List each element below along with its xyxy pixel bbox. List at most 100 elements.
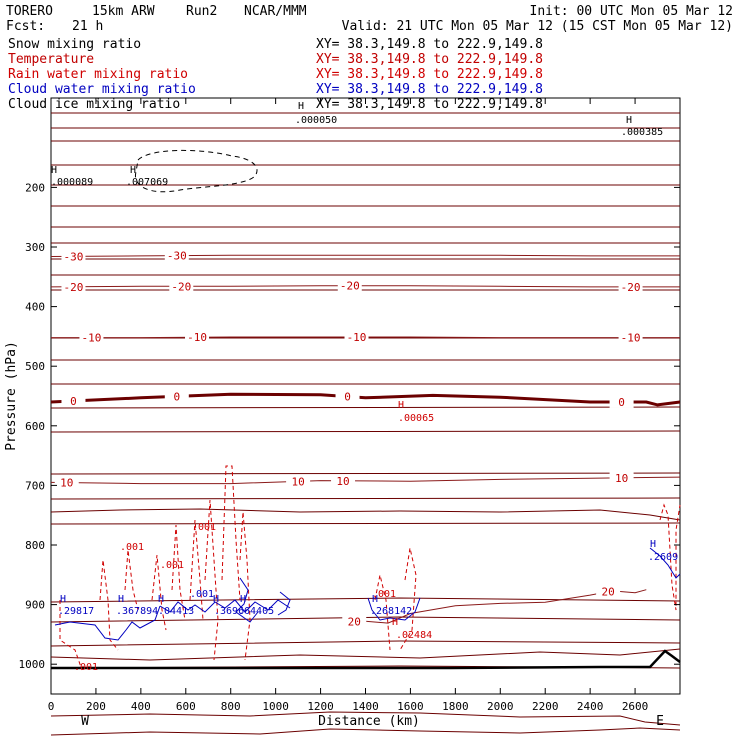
isotherm-label-bg — [79, 331, 104, 344]
chart-header: TORERO 15km ARW Run2 NCAR/MMM Init: 00 U… — [6, 4, 733, 34]
snow-max-value: .000385 — [621, 127, 663, 138]
x-tick-label: 0 — [48, 700, 55, 713]
isotherm-label-bg — [618, 331, 643, 344]
isotherm-line — [50, 254, 680, 257]
cloud-max-value: .29817 — [58, 606, 94, 617]
isotherm-label: -10 — [81, 332, 101, 345]
rain-water-labels: H .00065 .001 .001 .001 .001 .001 H .024… — [74, 400, 434, 673]
valid-time: Valid: 21 UTC Mon 05 Mar 12 (15 CST Mon … — [342, 19, 733, 34]
isotherm-label-bg — [54, 476, 79, 489]
x-tick-label: 200 — [86, 700, 106, 713]
x-tick-label: 400 — [131, 700, 151, 713]
isotherm-label-bg — [331, 474, 356, 487]
axes: 0 200 400 600 800 1000 1200 1400 1600 1800 2000 220… — [19, 98, 680, 713]
isotherm-label: -20 — [171, 280, 191, 293]
legend-cloud-water: Cloud water mixing ratio — [8, 82, 196, 97]
isotherm-label: 10 — [291, 475, 304, 488]
x-tick-label: 1200 — [307, 700, 334, 713]
isotherm-label: -30 — [167, 250, 187, 263]
isotherm-label: 0 — [70, 395, 77, 408]
cloud-water-labels: H .29817 H .367894 H .04413 .001 H .3696… — [58, 539, 678, 617]
cloud-high-marker: H — [372, 594, 378, 605]
isotherm-label-bg — [596, 585, 621, 598]
init-time: Init: 00 UTC Mon 05 Mar 12 — [530, 4, 734, 19]
rain-label: .001 — [372, 589, 396, 600]
cloud-high-marker: H — [213, 594, 219, 605]
legend-snow: Snow mixing ratio — [8, 37, 141, 52]
model-resolution: 15km ARW — [92, 4, 155, 19]
legend-temperature-xy: XY= 38.3,149.8 to 222.9,149.8 — [316, 52, 543, 67]
isotherm-label: -30 — [64, 250, 84, 263]
model-run: Run2 — [186, 4, 217, 19]
rain-label: .001 — [192, 522, 216, 533]
legend-snow-xy: XY= 38.3,149.8 to 222.9,149.8 — [316, 37, 543, 52]
cloud-label: .001 — [190, 589, 214, 600]
cloud-high-marker: H — [158, 594, 164, 605]
x-axis-label: Distance (km) — [318, 714, 420, 729]
isotherm-label-bg — [61, 250, 86, 263]
cloud-high-marker: H — [650, 539, 656, 550]
rain-max-value: .00065 — [398, 413, 434, 424]
x-tick-label: 600 — [176, 700, 196, 713]
snow-max-value: .000050 — [295, 115, 337, 126]
isotherm-label: -20 — [340, 280, 360, 293]
isotherm-label-bg — [61, 394, 86, 407]
isotherm-label: 10 — [336, 475, 349, 488]
x-tick-label: 1800 — [442, 700, 469, 713]
cloud-max-value: .268142 — [370, 606, 412, 617]
rain-high-marker: H — [398, 400, 404, 411]
isotherm-label: -20 — [64, 281, 84, 294]
isotherm-label: -20 — [621, 281, 641, 294]
legend-cloud-water-xy: XY= 38.3,149.8 to 222.9,149.8 — [316, 82, 543, 97]
legend-rain-xy: XY= 38.3,149.8 to 222.9,149.8 — [316, 67, 543, 82]
x-tick-label: 2000 — [487, 700, 514, 713]
isotherm-line — [365, 589, 647, 624]
cloud-high-marker: H — [240, 594, 246, 605]
isotherm-label-bg — [164, 390, 189, 403]
forecast-label: Fcst: — [6, 19, 45, 34]
isotherm-line — [50, 392, 681, 407]
isotherm-label: 20 — [348, 615, 361, 628]
snow-high-marker: H — [51, 165, 57, 176]
y-tick-label: 400 — [25, 301, 45, 314]
snow-max-value: .000089 — [51, 177, 93, 188]
cloud-max-value: .3696 — [214, 606, 244, 617]
model-center: NCAR/MMM — [244, 4, 307, 19]
rain-label: .001 — [120, 542, 144, 553]
x-end-label-east: E — [656, 714, 664, 729]
x-tick-label: 2200 — [532, 700, 559, 713]
legend-rain: Rain water mixing ratio — [8, 67, 188, 82]
rain-label: .001 — [74, 662, 98, 673]
isotherm-label-bg — [609, 395, 634, 408]
upper-level-contours — [50, 112, 681, 669]
snow-max-labels: H .000050 H .000385 H .000089 H .007069 — [51, 101, 663, 188]
isotherm-label-bg — [286, 475, 311, 488]
x-tick-label: 2600 — [622, 700, 649, 713]
snow-contour — [134, 149, 258, 193]
isotherm-label: 0 — [344, 391, 351, 404]
isotherm-line — [50, 285, 680, 288]
y-tick-label: 800 — [25, 539, 45, 552]
isotherm-label-bg — [609, 471, 634, 484]
rain-high-marker: H — [392, 617, 398, 628]
x-tick-label: 2400 — [577, 700, 604, 713]
isotherm-label: 10 — [60, 477, 73, 490]
legend-temperature: Temperature — [8, 52, 94, 67]
isotherm-label-bg — [169, 280, 194, 293]
isotherm-label-bg — [618, 280, 643, 293]
cloud-max-value: .367894 — [116, 606, 158, 617]
rain-label: .001 — [160, 560, 184, 571]
isotherm-label-bg — [337, 279, 362, 292]
isotherm-label-bg — [61, 280, 86, 293]
terrain-line — [51, 649, 681, 670]
cloud-water-contours — [54, 547, 681, 641]
cloud-max-value: .04413 — [158, 606, 194, 617]
y-tick-label: 900 — [25, 599, 45, 612]
isotherm-label-bg — [185, 331, 210, 344]
x-tick-label: 1400 — [352, 700, 379, 713]
isotherm-label: -10 — [621, 332, 641, 345]
lower-contours — [50, 508, 681, 736]
y-tick-label: 300 — [25, 241, 45, 254]
isotherm-label: -10 — [347, 331, 367, 344]
